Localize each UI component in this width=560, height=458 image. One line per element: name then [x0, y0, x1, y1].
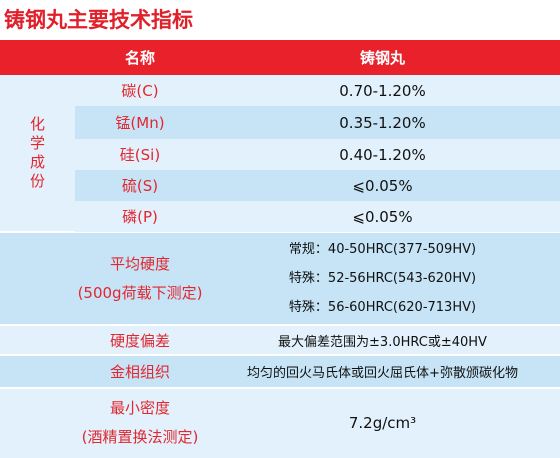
hardness-values: 常规：40-50HRC(377-509HV) 特殊：52-56HRC(543-62…	[205, 232, 560, 325]
hardness-note: (500g荷载下测定)	[77, 283, 203, 302]
deviation-label: 硬度偏差	[109, 331, 170, 350]
separator	[0, 324, 560, 326]
chem-name: 硅(Si)	[119, 146, 161, 164]
separator	[0, 354, 560, 356]
chem-value: 0.40-1.20%	[339, 145, 426, 164]
deviation-value: 最大偏差范围为±3.0HRC或±40HV	[278, 334, 487, 350]
hardness-value: 常规：40-50HRC(377-509HV)	[288, 242, 477, 257]
chem-value: 0.70-1.20%	[339, 81, 426, 100]
chem-name: 硫(S)	[121, 177, 159, 195]
density-row	[0, 388, 560, 458]
title: 铸钢丸主要技术指标	[4, 8, 193, 32]
separator	[0, 387, 560, 389]
hardness-value: 特殊：52-56HRC(543-620HV)	[288, 271, 477, 286]
density-label: 最小密度	[109, 399, 170, 417]
density-label-cell: 最小密度 (酒精置换法测定)	[75, 388, 205, 458]
chem-row-bg	[75, 170, 560, 201]
chem-row-bg	[75, 106, 560, 139]
density-value: 7.2g/cm³	[348, 414, 417, 432]
group-label-cell: 化学成份	[0, 75, 75, 232]
chem-row-bg	[75, 201, 560, 232]
chem-value: 0.35-1.20%	[339, 113, 426, 132]
chem-value: ⩽0.05%	[352, 176, 413, 195]
header-value: 铸钢丸	[205, 40, 560, 75]
density-note: (酒精置换法测定)	[81, 428, 199, 446]
microstructure-label: 金相组织	[109, 363, 170, 381]
chem-value: ⩽0.05%	[352, 207, 413, 226]
chem-row-bg	[75, 139, 560, 170]
header-name: 名称	[75, 40, 205, 75]
chem-name: 碳(C)	[121, 82, 159, 100]
deviation-row	[0, 325, 560, 355]
microstructure-row	[0, 355, 560, 388]
group-label: 化学成份	[28, 115, 46, 192]
chem-row-bg	[75, 75, 560, 106]
chem-name: 磷(P)	[122, 208, 158, 226]
chem-name: 锰(Mn)	[115, 114, 165, 132]
microstructure-value: 均匀的回火马氏体或回火屈氏体+弥散颁碳化物	[247, 366, 518, 381]
separator	[0, 231, 560, 233]
hardness-label: 平均硬度	[109, 254, 170, 273]
hardness-row	[0, 232, 560, 325]
hardness-label-cell: 平均硬度 (500g荷载下测定)	[75, 232, 205, 325]
hardness-value: 特殊：56-60HRC(620-713HV)	[288, 300, 477, 315]
